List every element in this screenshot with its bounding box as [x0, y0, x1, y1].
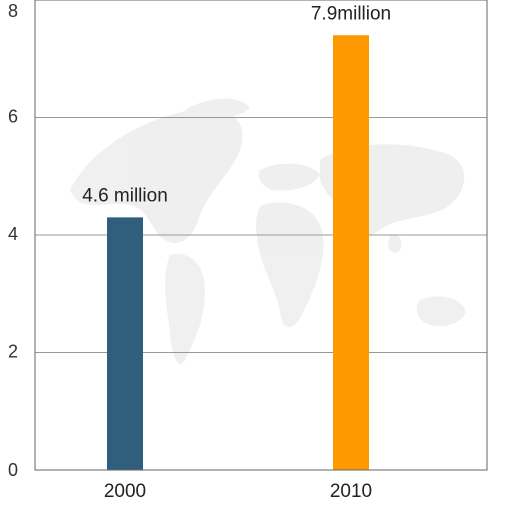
bar-2010 [333, 35, 369, 470]
bar-2000 [107, 217, 143, 470]
data-labels: 4.6 million 7.9million [82, 3, 391, 206]
y-tick-label: 8 [8, 1, 18, 21]
y-tick-label: 4 [8, 224, 18, 244]
plot-frame [34, 0, 488, 471]
x-axis-ticks: 2000 2010 [104, 481, 372, 502]
data-label-2000: 4.6 million [82, 185, 168, 206]
bars [107, 35, 369, 470]
y-tick-label: 2 [8, 341, 18, 361]
y-tick-label: 6 [8, 106, 18, 126]
data-label-2010: 7.9million [311, 3, 391, 24]
y-axis-ticks: 0 2 4 6 8 [8, 1, 18, 480]
x-tick-label-2000: 2000 [104, 481, 146, 502]
y-tick-label: 0 [8, 460, 18, 480]
x-tick-label-2010: 2010 [330, 481, 372, 502]
